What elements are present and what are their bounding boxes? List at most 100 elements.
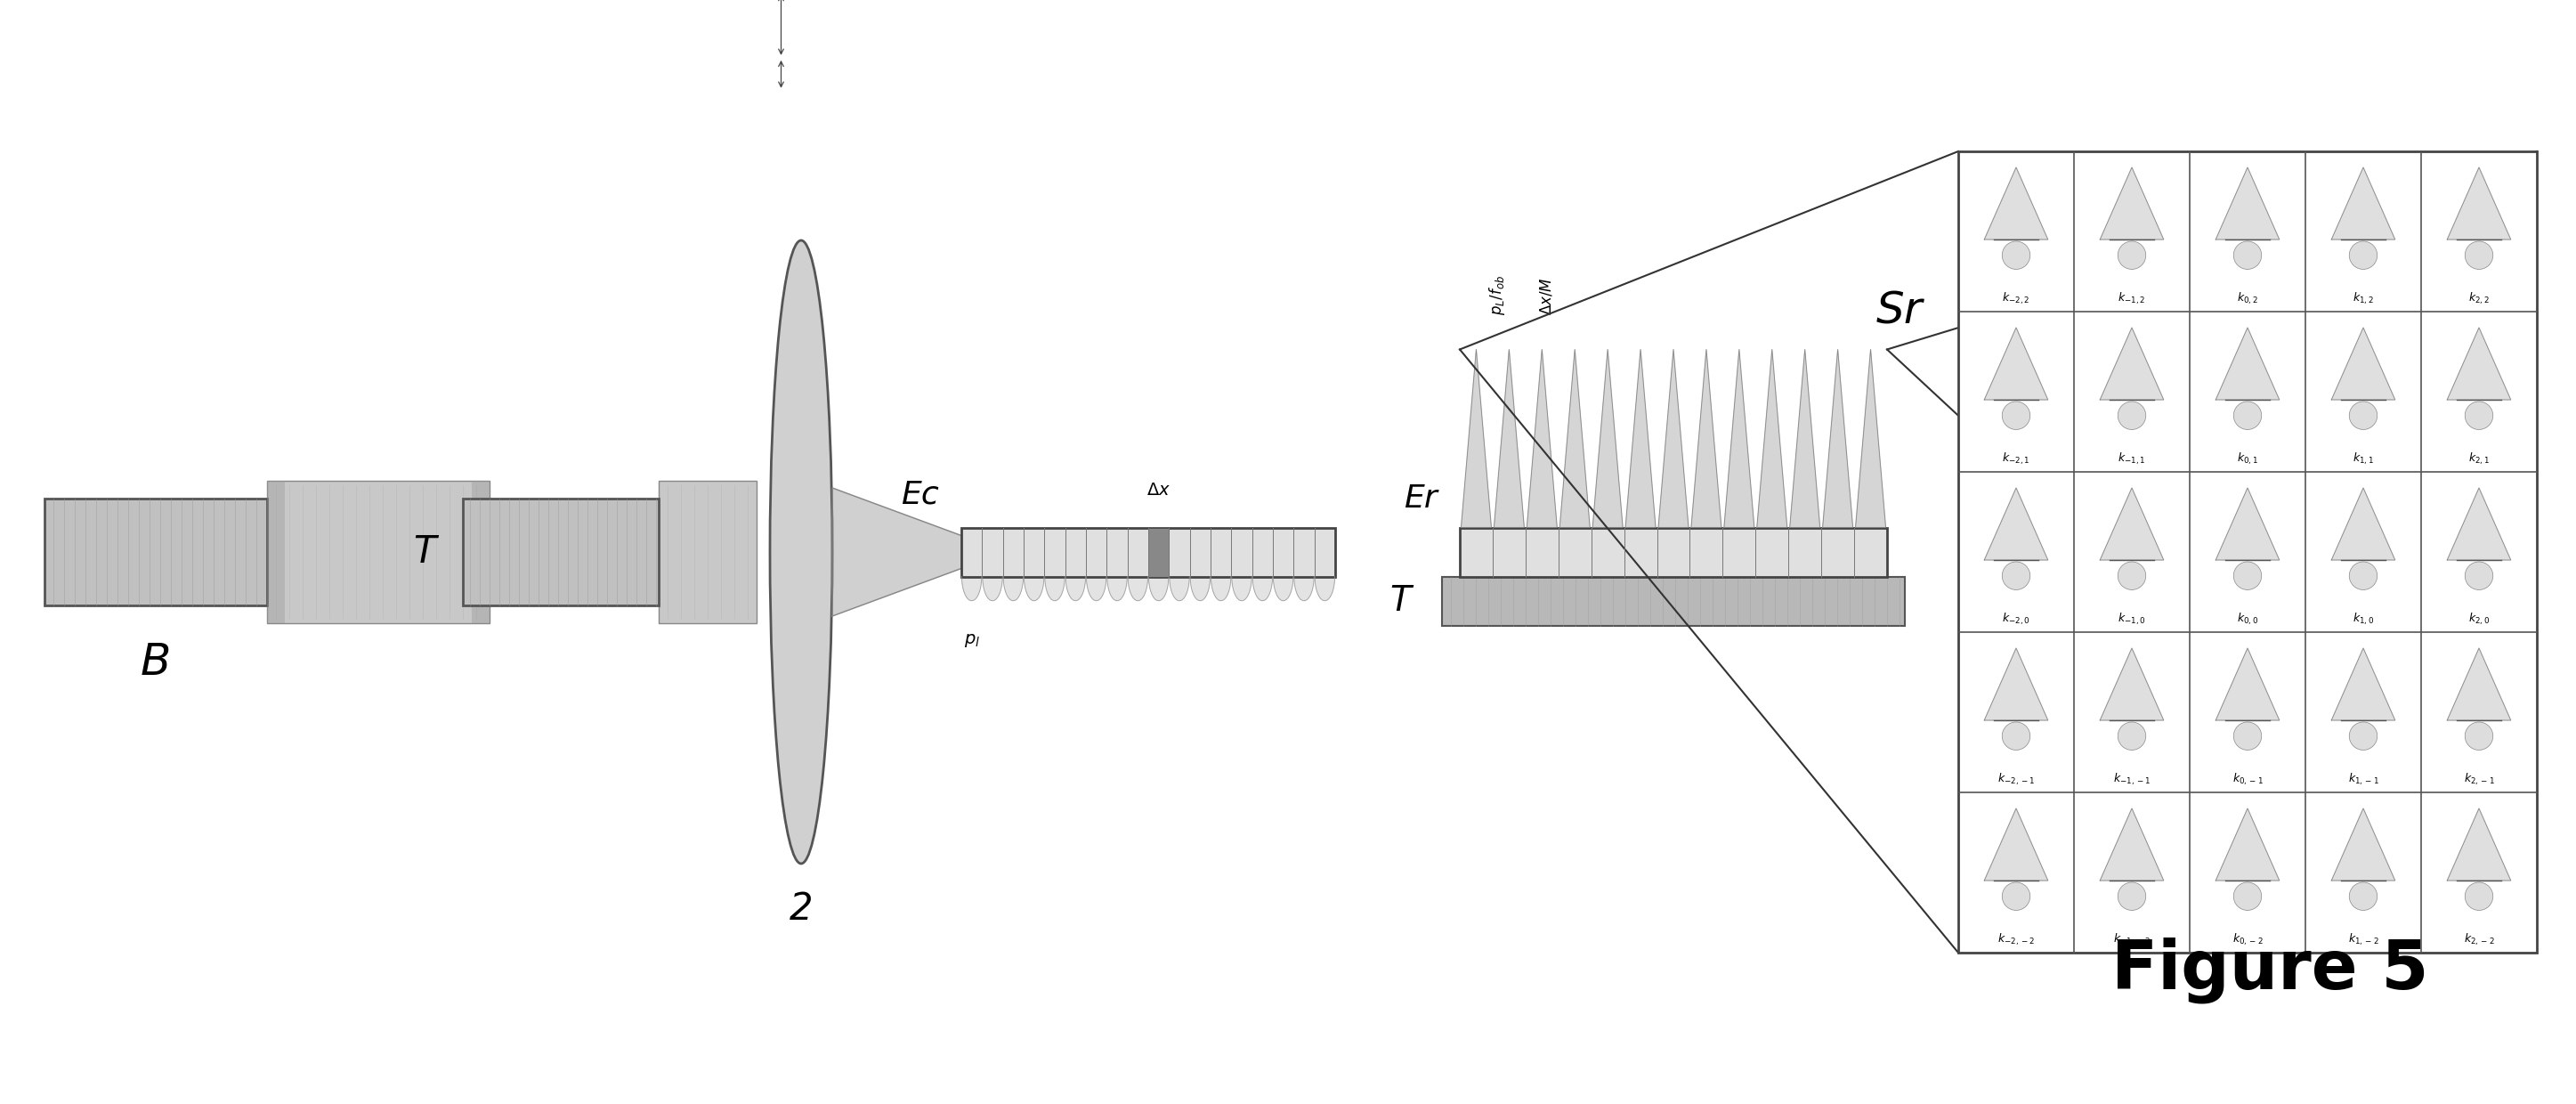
Text: $k_{-2,0}$: $k_{-2,0}$ [2002, 612, 2030, 627]
Polygon shape [2099, 168, 2164, 240]
Bar [1958, 151, 2537, 953]
Polygon shape [2215, 648, 2280, 720]
Text: $k_{-2,1}$: $k_{-2,1}$ [2002, 452, 2030, 467]
Polygon shape [2099, 328, 2164, 400]
Polygon shape [981, 576, 1002, 601]
Circle shape [2465, 242, 2494, 269]
Text: Figure 5: Figure 5 [2112, 937, 2429, 1004]
Circle shape [2117, 242, 2146, 269]
Polygon shape [1128, 576, 1149, 601]
Circle shape [2002, 402, 2030, 429]
Polygon shape [2331, 808, 2396, 881]
Circle shape [2002, 242, 2030, 269]
Circle shape [2349, 402, 2378, 429]
Circle shape [2349, 242, 2378, 269]
Text: Er: Er [1404, 484, 1437, 514]
Polygon shape [2447, 168, 2512, 240]
Text: $k_{0,1}$: $k_{0,1}$ [2236, 452, 2259, 467]
Polygon shape [1461, 350, 1492, 528]
Bar [464, 499, 659, 605]
Polygon shape [2331, 488, 2396, 560]
Polygon shape [2447, 488, 2512, 560]
Circle shape [2002, 882, 2030, 911]
Polygon shape [1108, 576, 1128, 601]
Bar [659, 480, 757, 624]
Text: $k_{1,0}$: $k_{1,0}$ [2352, 612, 2375, 627]
Polygon shape [1528, 350, 1556, 528]
Text: $k_{0,-1}$: $k_{0,-1}$ [2231, 772, 2264, 787]
Polygon shape [1984, 808, 2048, 881]
Bar [268, 480, 489, 624]
Text: $\Delta x/M$: $\Delta x/M$ [1538, 277, 1553, 316]
Polygon shape [1494, 350, 1525, 528]
Bar [1149, 528, 1170, 576]
Polygon shape [1625, 350, 1656, 528]
Text: B: B [142, 641, 170, 683]
Circle shape [2117, 882, 2146, 911]
Circle shape [2465, 722, 2494, 750]
Polygon shape [2215, 328, 2280, 400]
Polygon shape [1170, 576, 1190, 601]
Polygon shape [1293, 576, 1314, 601]
Polygon shape [2447, 808, 2512, 881]
Polygon shape [1231, 576, 1252, 601]
Polygon shape [1984, 328, 2048, 400]
Polygon shape [1592, 350, 1623, 528]
Circle shape [2117, 402, 2146, 429]
Polygon shape [1855, 350, 1886, 528]
Circle shape [2349, 722, 2378, 750]
Polygon shape [1692, 350, 1721, 528]
Text: $k_{0,2}$: $k_{0,2}$ [2236, 291, 2259, 307]
Circle shape [2117, 722, 2146, 750]
Polygon shape [1211, 576, 1231, 601]
Bar [1443, 576, 1904, 626]
Circle shape [2349, 562, 2378, 590]
Text: T: T [1388, 584, 1412, 618]
Polygon shape [1002, 576, 1023, 601]
Circle shape [2233, 562, 2262, 590]
Circle shape [2002, 722, 2030, 750]
Polygon shape [2099, 648, 2164, 720]
Polygon shape [2447, 648, 2512, 720]
Text: $k_{-1,-1}$: $k_{-1,-1}$ [2112, 772, 2151, 787]
Text: $k_{2,2}$: $k_{2,2}$ [2468, 291, 2488, 307]
Polygon shape [1984, 488, 2048, 560]
Polygon shape [2331, 168, 2396, 240]
Text: $k_{1,-2}$: $k_{1,-2}$ [2347, 932, 2378, 947]
Polygon shape [1273, 576, 1293, 601]
Circle shape [2349, 882, 2378, 911]
Polygon shape [2331, 648, 2396, 720]
Polygon shape [1984, 168, 2048, 240]
Bar [471, 480, 489, 624]
Text: 2: 2 [788, 890, 814, 927]
Text: Ec: Ec [902, 479, 940, 510]
Text: $k_{1,-1}$: $k_{1,-1}$ [2347, 772, 2378, 787]
Polygon shape [1087, 576, 1105, 601]
Circle shape [2465, 882, 2494, 911]
Polygon shape [1790, 350, 1821, 528]
Bar [268, 480, 286, 624]
Polygon shape [961, 576, 981, 601]
Polygon shape [2215, 808, 2280, 881]
Text: $k_{2,0}$: $k_{2,0}$ [2468, 612, 2491, 627]
Text: $k_{-2,-1}$: $k_{-2,-1}$ [1996, 772, 2035, 787]
Polygon shape [1252, 576, 1273, 601]
Circle shape [2465, 402, 2494, 429]
Text: $k_{-1,1}$: $k_{-1,1}$ [2117, 452, 2146, 467]
Circle shape [2002, 562, 2030, 590]
Polygon shape [1046, 576, 1064, 601]
Polygon shape [1757, 350, 1788, 528]
Text: $k_{0,-2}$: $k_{0,-2}$ [2233, 932, 2262, 947]
Text: $\Delta x$: $\Delta x$ [1146, 481, 1170, 498]
Text: $k_{-1,-2}$: $k_{-1,-2}$ [2112, 932, 2151, 947]
Text: $k_{1,1}$: $k_{1,1}$ [2352, 452, 2375, 467]
Polygon shape [2215, 168, 2280, 240]
Text: Sr: Sr [1875, 290, 1922, 333]
Circle shape [2233, 882, 2262, 911]
Polygon shape [1984, 648, 2048, 720]
Polygon shape [2215, 488, 2280, 560]
Text: T: T [415, 533, 435, 571]
Polygon shape [2099, 808, 2164, 881]
Text: $k_{-2,2}$: $k_{-2,2}$ [2002, 291, 2030, 307]
Bar [1461, 528, 1888, 576]
